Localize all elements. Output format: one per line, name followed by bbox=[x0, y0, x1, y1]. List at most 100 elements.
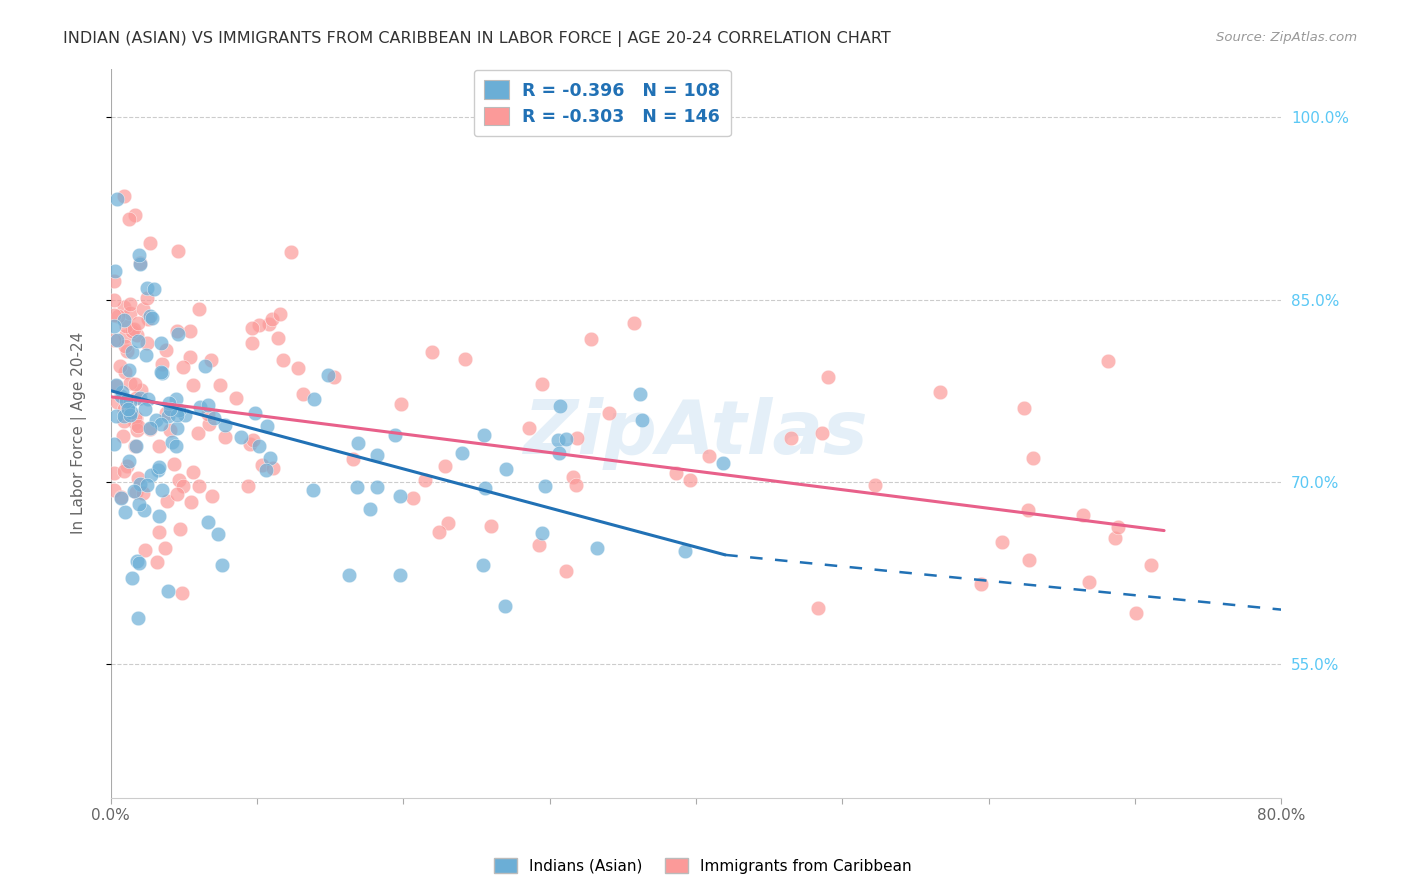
Point bbox=[366, 480, 388, 494]
Point bbox=[190, 401, 212, 415]
Point bbox=[112, 409, 135, 423]
Point bbox=[122, 484, 145, 499]
Point bbox=[165, 439, 187, 453]
Point bbox=[157, 584, 180, 599]
Legend: Indians (Asian), Immigrants from Caribbean: Indians (Asian), Immigrants from Caribbe… bbox=[488, 852, 918, 880]
Point bbox=[134, 503, 156, 517]
Point bbox=[108, 359, 131, 374]
Point bbox=[111, 384, 134, 399]
Point bbox=[124, 439, 146, 453]
Point bbox=[194, 359, 217, 373]
Point bbox=[125, 410, 148, 425]
Point bbox=[148, 524, 170, 539]
Point bbox=[125, 423, 148, 437]
Point bbox=[153, 541, 176, 555]
Point bbox=[103, 274, 125, 288]
Point bbox=[107, 310, 129, 324]
Point bbox=[585, 541, 607, 556]
Point bbox=[120, 297, 142, 311]
Point bbox=[240, 320, 263, 334]
Point bbox=[104, 409, 127, 423]
Point bbox=[122, 323, 145, 337]
Point bbox=[474, 481, 496, 495]
Point bbox=[197, 407, 219, 421]
Point bbox=[242, 433, 264, 447]
Point bbox=[121, 324, 143, 338]
Point bbox=[138, 392, 160, 407]
Point bbox=[114, 365, 136, 379]
Point bbox=[103, 483, 125, 497]
Point bbox=[1017, 502, 1039, 516]
Point bbox=[135, 281, 157, 295]
Point bbox=[169, 522, 191, 536]
Point bbox=[103, 466, 125, 480]
Point bbox=[420, 344, 443, 359]
Point bbox=[472, 428, 495, 442]
Point bbox=[166, 392, 188, 406]
Point bbox=[103, 309, 125, 323]
Point bbox=[454, 351, 477, 366]
Point bbox=[132, 485, 155, 500]
Text: ZipAtlas: ZipAtlas bbox=[523, 397, 869, 470]
Point bbox=[104, 264, 127, 278]
Point bbox=[143, 282, 166, 296]
Point bbox=[1125, 606, 1147, 620]
Point bbox=[129, 477, 152, 491]
Point bbox=[1078, 575, 1101, 590]
Point bbox=[112, 464, 135, 478]
Point bbox=[292, 387, 315, 401]
Point bbox=[150, 366, 173, 380]
Point bbox=[240, 336, 263, 351]
Point bbox=[188, 302, 211, 317]
Point bbox=[120, 395, 142, 409]
Point bbox=[172, 478, 194, 492]
Point bbox=[138, 235, 160, 250]
Point bbox=[138, 310, 160, 324]
Point bbox=[124, 208, 146, 222]
Point bbox=[128, 556, 150, 570]
Point bbox=[225, 392, 247, 406]
Point bbox=[110, 491, 132, 506]
Point bbox=[112, 414, 135, 428]
Point bbox=[928, 384, 950, 399]
Point bbox=[150, 483, 173, 498]
Point bbox=[124, 417, 146, 431]
Point bbox=[304, 392, 326, 407]
Point bbox=[103, 293, 125, 308]
Point bbox=[623, 316, 645, 330]
Point bbox=[211, 558, 233, 572]
Point bbox=[114, 505, 136, 519]
Point bbox=[146, 463, 169, 477]
Point bbox=[129, 257, 152, 271]
Point bbox=[384, 428, 406, 442]
Point bbox=[148, 508, 170, 523]
Point bbox=[115, 343, 138, 358]
Point bbox=[517, 421, 540, 435]
Point bbox=[1140, 558, 1163, 572]
Point bbox=[118, 408, 141, 422]
Point bbox=[167, 473, 190, 487]
Point bbox=[110, 389, 132, 403]
Point bbox=[115, 459, 138, 474]
Point bbox=[257, 317, 280, 331]
Point bbox=[127, 418, 149, 433]
Point bbox=[120, 404, 142, 418]
Point bbox=[150, 417, 173, 432]
Point bbox=[342, 451, 364, 466]
Point bbox=[337, 567, 360, 582]
Point bbox=[202, 411, 225, 425]
Point bbox=[112, 429, 135, 443]
Point bbox=[533, 479, 555, 493]
Point bbox=[103, 319, 125, 334]
Legend: R = -0.396   N = 108, R = -0.303   N = 146: R = -0.396 N = 108, R = -0.303 N = 146 bbox=[474, 70, 731, 136]
Point bbox=[1104, 531, 1126, 545]
Point bbox=[134, 402, 156, 417]
Point bbox=[114, 338, 136, 352]
Point bbox=[166, 487, 188, 501]
Point bbox=[160, 434, 183, 449]
Y-axis label: In Labor Force | Age 20-24: In Labor Force | Age 20-24 bbox=[72, 332, 87, 534]
Point bbox=[162, 457, 184, 471]
Point bbox=[673, 543, 696, 558]
Point bbox=[135, 291, 157, 305]
Point bbox=[1012, 401, 1035, 415]
